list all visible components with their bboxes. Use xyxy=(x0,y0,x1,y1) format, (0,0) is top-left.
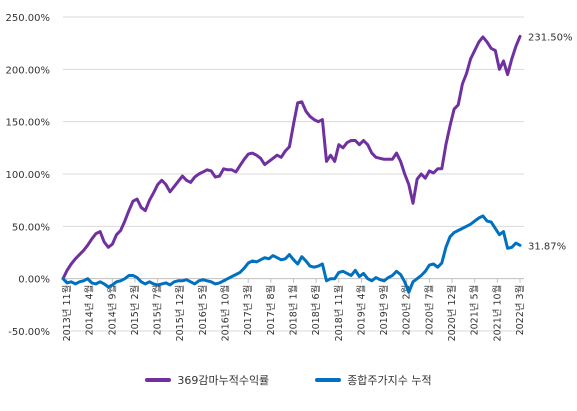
series-lines xyxy=(61,34,522,294)
series-end-label-1: 31.87% xyxy=(528,241,566,252)
x-tick-label: 2014년 4월 xyxy=(84,285,96,336)
x-axis-ticks: 2013년 11월 2014년 4월 2014년 9월 2015년 2월 2015년 7… xyxy=(61,278,526,342)
y-tick-label: 0.00% xyxy=(18,275,50,286)
x-tick-label: 2021년 5월 xyxy=(469,285,481,336)
legend-item-kospi[interactable]: 종합주가지수 누적 xyxy=(315,372,432,388)
x-tick-label: 2015년 12월 xyxy=(174,285,186,342)
y-tick-label: 100.00% xyxy=(6,170,51,181)
legend-swatch-kospi xyxy=(315,378,342,382)
y-axis-ticks: -50.00% 0.00% 50.00% 100.00% 150.00% 200.00% 2… xyxy=(6,13,51,338)
y-tick-label: -50.00% xyxy=(8,327,50,338)
x-tick-label: 2013년 11월 xyxy=(61,285,73,342)
series-end-label-0: 231.50% xyxy=(528,32,573,43)
x-tick-label: 2019년 9월 xyxy=(378,285,390,336)
x-tick-label: 2018년 6월 xyxy=(310,285,322,336)
legend-label-gamma: 369감마누적수익률 xyxy=(177,374,270,387)
legend-label-kospi: 종합주가지수 누적 xyxy=(347,374,432,387)
x-tick-label: 2014년 9월 xyxy=(106,285,118,336)
x-tick-label: 2020년 2월 xyxy=(401,285,413,336)
y-tick-label: 150.00% xyxy=(6,118,51,129)
x-tick-label: 2022년 3월 xyxy=(514,285,526,336)
x-tick-label: 2020년 7월 xyxy=(423,285,435,336)
x-tick-label: 2021년 10월 xyxy=(491,285,503,342)
gridlines xyxy=(63,16,524,332)
legend: 369감마누적수익률 종합주가지수 누적 xyxy=(0,372,577,388)
x-tick-label: 2015년 2월 xyxy=(129,285,141,336)
x-tick-label: 2016년 10월 xyxy=(220,285,232,342)
x-tick-label: 2018년 11월 xyxy=(333,285,345,342)
y-tick-label: 250.00% xyxy=(6,13,51,24)
x-tick-label: 2016년 5월 xyxy=(197,285,209,336)
x-tick-label: 2019년 4월 xyxy=(355,285,367,336)
x-tick-label: 2015년 7월 xyxy=(152,285,164,336)
end-labels: 231.50% 31.87% xyxy=(528,32,573,252)
legend-item-gamma[interactable]: 369감마누적수익률 xyxy=(145,372,269,388)
x-tick-label: 2018년 1월 xyxy=(288,285,300,336)
series-line-0 xyxy=(61,34,522,281)
y-tick-label: 200.00% xyxy=(6,65,51,76)
y-tick-label: 50.00% xyxy=(12,222,50,233)
x-tick-label: 2017년 8월 xyxy=(265,285,277,336)
x-tick-label: 2020년 12월 xyxy=(446,285,458,342)
series-line-1 xyxy=(61,214,522,294)
x-tick-label: 2017년 3월 xyxy=(242,285,254,336)
legend-swatch-gamma xyxy=(145,378,172,382)
